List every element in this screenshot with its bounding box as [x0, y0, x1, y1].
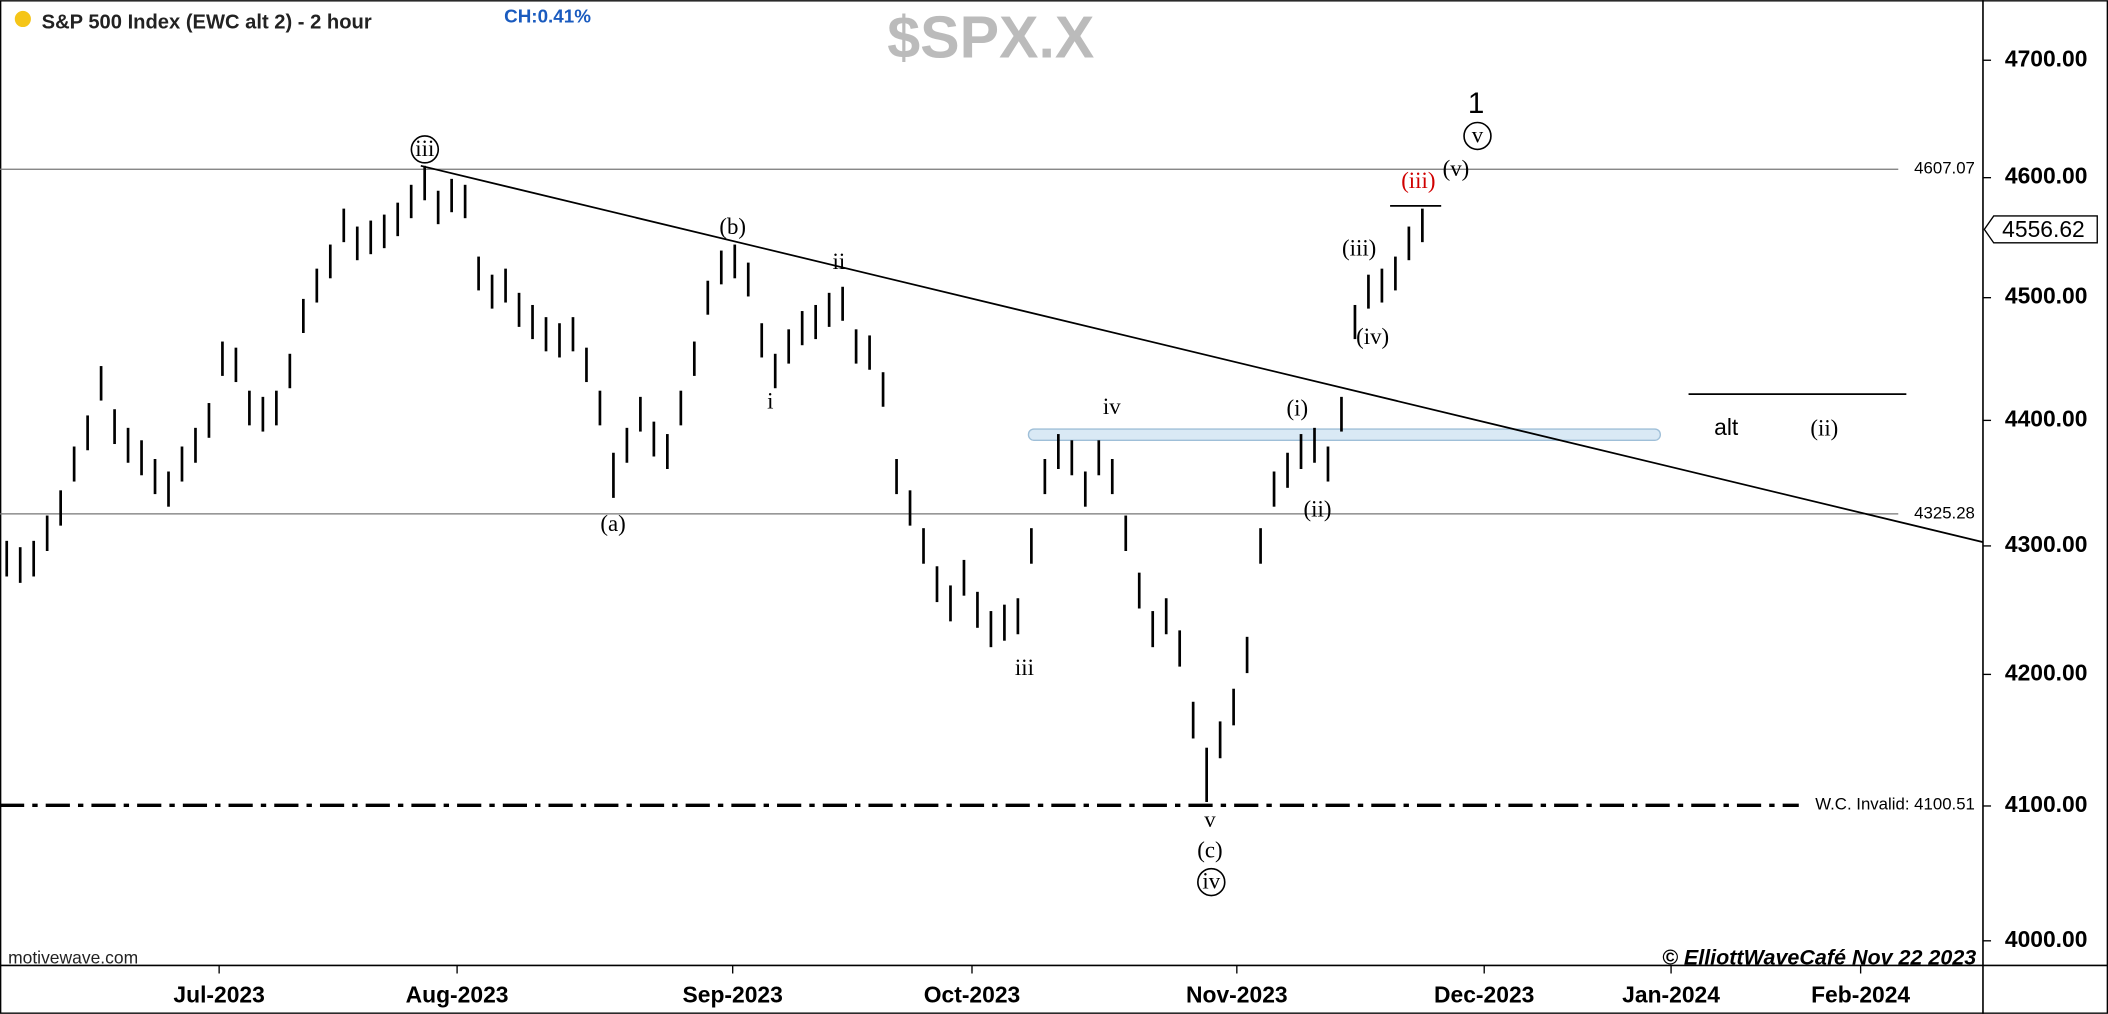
wave-label: (c)	[1197, 838, 1222, 863]
wave-label: v	[1204, 807, 1216, 832]
y-tick-label: 4500.00	[2005, 283, 2088, 309]
source-label: motivewave.com	[8, 947, 138, 967]
y-tick-label: 4000.00	[2005, 926, 2088, 952]
resistance-zone	[1027, 428, 1661, 441]
wave-label: (b)	[719, 214, 746, 239]
wave-label: (v)	[1443, 156, 1470, 181]
y-tick-label: 4300.00	[2005, 531, 2088, 557]
x-tick-label: Sep-2023	[683, 981, 783, 1007]
wave-label: (a)	[600, 511, 625, 536]
wave-circle	[1197, 867, 1226, 897]
y-tick-label: 4600.00	[2005, 163, 2088, 189]
x-tick-label: Oct-2023	[924, 981, 1021, 1007]
level-label: 4325.28	[1914, 503, 1975, 522]
wave-circle	[410, 135, 440, 164]
x-tick-label: Aug-2023	[406, 981, 509, 1007]
credit-label: © ElliottWaveCafé Nov 22 2023	[1662, 945, 1976, 969]
change-label: CH:0.41%	[504, 6, 591, 27]
x-tick-label: Feb-2024	[1811, 981, 1910, 1007]
wave-label: (iii)	[1401, 168, 1435, 193]
y-tick-label: 4700.00	[2005, 45, 2088, 71]
wave-label: (iv)	[1356, 324, 1389, 349]
x-tick-label: Nov-2023	[1186, 981, 1288, 1007]
x-tick-label: Jan-2024	[1622, 981, 1720, 1007]
symbol-watermark: $SPX.X	[887, 3, 1094, 70]
wave-label: i	[767, 389, 773, 414]
y-tick-label: 4200.00	[2005, 659, 2088, 685]
trendline	[420, 164, 1984, 543]
wave-label: (i)	[1287, 395, 1309, 420]
wave-label: iv	[1202, 869, 1220, 894]
wave-label: ii	[833, 249, 846, 274]
wave-label: v	[1472, 123, 1484, 148]
wave-circle	[1463, 121, 1492, 151]
level-label: W.C. Invalid: 4100.51	[1815, 795, 1975, 814]
x-tick-label: Jul-2023	[173, 981, 264, 1007]
wave-label: (iii)	[1342, 235, 1376, 260]
chart-title: S&P 500 Index (EWC alt 2) - 2 hour	[42, 11, 372, 33]
wave-label: (ii)	[1304, 496, 1332, 521]
status-dot	[14, 10, 31, 28]
wave-label: iii	[1015, 655, 1034, 680]
level-label: 4607.07	[1914, 159, 1975, 178]
wave-label: iv	[1103, 394, 1121, 419]
y-tick-label: 4100.00	[2005, 791, 2088, 817]
wave-label: (ii)	[1810, 416, 1838, 441]
last-price-box	[1983, 215, 2098, 244]
wave-label: 1	[1468, 87, 1484, 120]
wave-label: iii	[415, 136, 434, 161]
last-price-label: 4556.62	[2002, 216, 2085, 242]
y-tick-label: 4400.00	[2005, 405, 2088, 431]
x-tick-label: Dec-2023	[1434, 981, 1534, 1007]
wave-label: alt	[1714, 414, 1739, 440]
